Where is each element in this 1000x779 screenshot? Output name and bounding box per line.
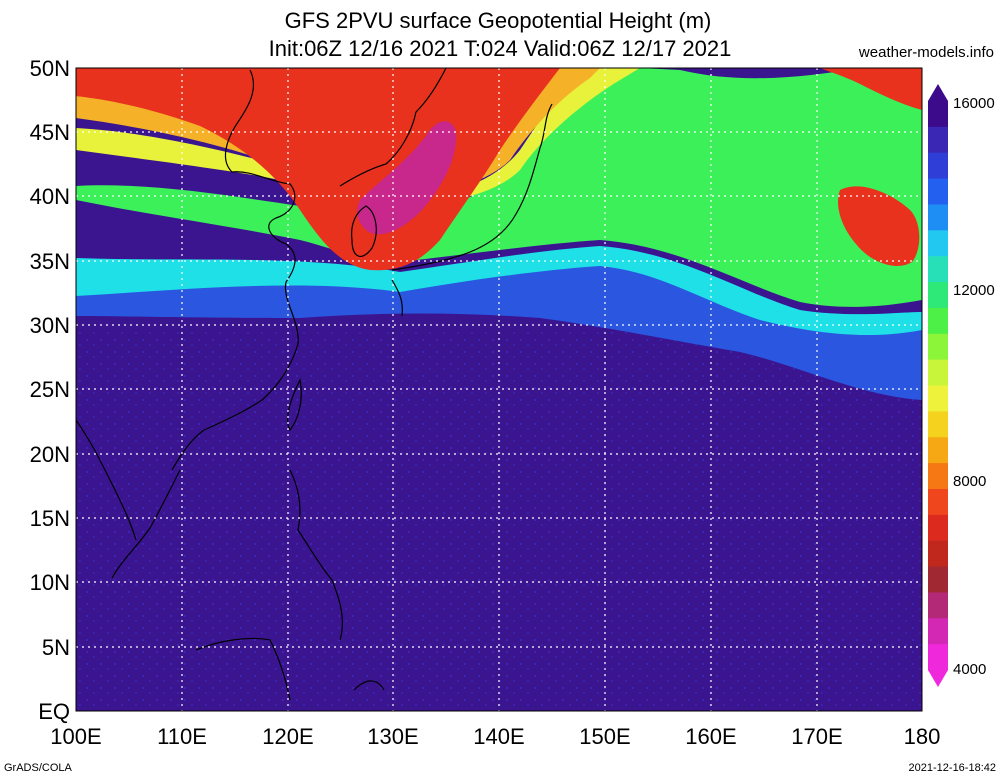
colorbar-bottom-arrow <box>928 670 948 687</box>
field-green <box>76 68 922 307</box>
colorbar-step <box>928 204 948 231</box>
lon-label-110e: 110E <box>157 724 207 749</box>
lat-label-20n: 20N <box>30 442 70 467</box>
plot-frame <box>75 67 923 712</box>
colorbar-step <box>928 282 948 309</box>
colorbar-step <box>928 126 948 154</box>
colorbar-labels: 16000 12000 8000 4000 <box>953 95 995 678</box>
lon-label-100e: 100E <box>50 724 101 749</box>
lat-label-50n: 50N <box>30 56 70 81</box>
colorbar-step <box>928 644 948 671</box>
lon-label-140e: 140E <box>473 724 524 749</box>
colorbar-step <box>928 333 948 361</box>
colorbar-step <box>928 385 948 412</box>
colorbar-step <box>928 256 948 283</box>
source-label: weather-models.info <box>858 44 994 61</box>
lon-label-170e: 170E <box>791 724 842 749</box>
colorbar-step <box>928 463 948 490</box>
graticule <box>76 68 922 711</box>
colorbar-step <box>928 101 948 128</box>
field-red <box>76 68 560 271</box>
colorbar-step <box>928 514 948 542</box>
colorbar-label-16000: 16000 <box>953 95 995 112</box>
lat-label-45n: 45N <box>30 120 70 145</box>
colorbar-step <box>928 566 948 593</box>
lon-label-150e: 150E <box>579 724 630 749</box>
colorbar-step <box>928 592 948 619</box>
field-magenta <box>357 121 457 235</box>
colorbar-top-arrow <box>928 84 948 101</box>
lat-label-35n: 35N <box>30 249 70 274</box>
lon-label-130e: 130E <box>367 724 418 749</box>
colorbar <box>928 84 948 687</box>
software-credit: GrADS/COLA <box>4 762 72 774</box>
colorbar-step <box>928 411 948 438</box>
lat-label-5n: 5N <box>42 635 70 660</box>
lat-label-30n: 30N <box>30 313 70 338</box>
lat-label-10n: 10N <box>30 570 70 595</box>
colorbar-step <box>928 178 948 205</box>
colorbar-step <box>928 488 948 516</box>
lon-label-180: 180 <box>904 724 941 749</box>
colorbar-step <box>928 540 948 568</box>
lat-label-25n: 25N <box>30 377 70 402</box>
colorbar-label-4000: 4000 <box>953 661 986 678</box>
colorbar-label-8000: 8000 <box>953 473 986 490</box>
map-subtitle: Init:06Z 12/16 2021 T:024 Valid:06Z 12/1… <box>268 36 732 61</box>
field-red-northeast <box>820 68 922 110</box>
field-cyan-band <box>76 246 922 336</box>
colorbar-label-12000: 12000 <box>953 282 995 299</box>
field-red-east <box>837 186 920 266</box>
lat-label-eq: EQ <box>38 699 70 724</box>
colorbar-step <box>928 437 948 464</box>
colorbar-steps <box>928 101 948 671</box>
colorbar-step <box>928 359 948 386</box>
map-title: GFS 2PVU surface Geopotential Height (m) <box>284 8 712 33</box>
lat-label-40n: 40N <box>30 184 70 209</box>
lon-label-120e: 120E <box>262 724 313 749</box>
colorbar-step <box>928 618 948 645</box>
lat-label-15n: 15N <box>30 506 70 531</box>
colorbar-step <box>928 152 948 180</box>
colorbar-step <box>928 307 948 335</box>
colorbar-step <box>928 230 948 257</box>
coastlines <box>76 68 553 701</box>
lon-axis: 100E 110E 120E 130E 140E 150E 160E 170E … <box>50 724 940 749</box>
render-timestamp: 2021-12-16-18:42 <box>908 762 996 774</box>
lon-label-160e: 160E <box>685 724 736 749</box>
lat-axis: 50N 45N 40N 35N 30N 25N 20N 15N 10N 5N E… <box>30 56 70 724</box>
